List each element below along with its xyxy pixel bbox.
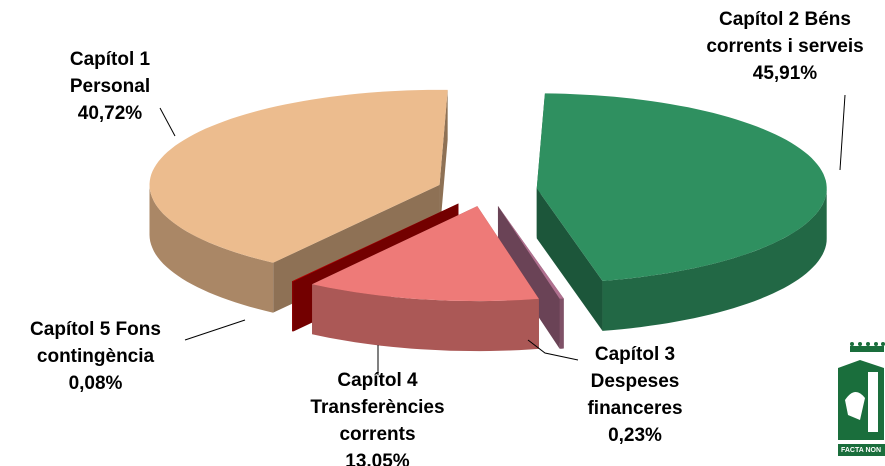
slice-top	[149, 89, 448, 263]
slice-label: Capítol 3 Despeses financeres 0,23%	[570, 341, 700, 449]
slice-side	[149, 184, 274, 313]
slice-side	[439, 89, 448, 235]
slice-side	[602, 188, 827, 331]
slice-top	[497, 205, 564, 299]
logo: FACTA NON	[838, 342, 885, 456]
slice-side	[536, 188, 603, 331]
slice-side	[312, 284, 539, 352]
category-label: Capítol 3 Despeses financeres	[587, 344, 683, 419]
slice	[536, 93, 827, 331]
logo-text: FACTA NON	[841, 447, 881, 454]
slice-side	[497, 205, 560, 349]
slice	[312, 206, 539, 352]
category-label: Capítol 4 Transferències corrents	[310, 370, 445, 445]
slice-label: Capítol 5 Fons contingència 0,08%	[8, 316, 183, 397]
category-label: Capítol 5 Fons contingència	[30, 319, 161, 367]
slice-top	[536, 93, 827, 281]
leader-line	[839, 94, 846, 171]
value-label: 40,72%	[77, 103, 143, 124]
leader-line	[184, 319, 246, 341]
value-label: 0,23%	[608, 425, 662, 446]
leader-line	[159, 107, 176, 137]
category-label: Capítol 2 Béns corrents i serveis	[706, 9, 864, 57]
slice-side	[292, 281, 294, 332]
slice-label: Capítol 1 Personal 40,72%	[45, 46, 175, 127]
leader-line	[527, 339, 579, 361]
leader-lines	[159, 94, 846, 375]
slice-top	[312, 206, 539, 302]
value-label: 45,91%	[752, 63, 818, 84]
value-label: 0,08%	[68, 373, 123, 394]
slice-top	[292, 203, 459, 282]
slice-label: Capítol 2 Béns corrents i serveis 45,91%	[700, 6, 870, 87]
category-label: Capítol 1 Personal	[69, 49, 151, 97]
slice	[497, 205, 564, 349]
value-label: 13,05%	[345, 451, 410, 466]
slice-side	[559, 298, 564, 349]
slice-label: Capítol 4 Transferències corrents 13,05%	[290, 367, 465, 466]
